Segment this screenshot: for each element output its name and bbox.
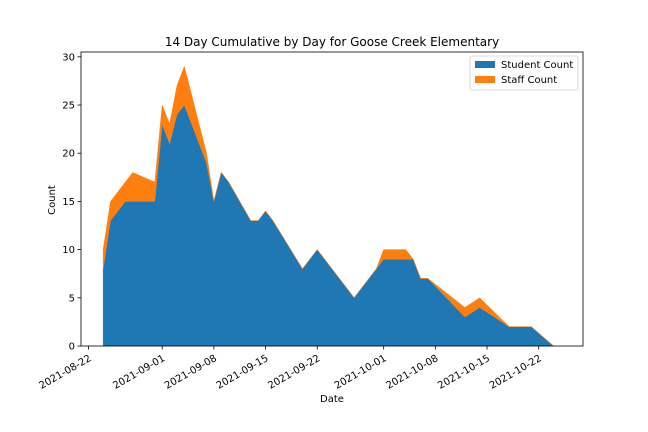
legend-box [469,55,579,91]
x-tick-label: 2021-10-22 [488,353,544,392]
chart-title: 14 Day Cumulative by Day for Goose Creek… [165,35,499,49]
x-axis-label: Date [320,394,344,405]
y-tick-label: 20 [62,149,75,160]
legend-entry: Staff Count [501,75,557,86]
legend-swatch [475,61,495,68]
x-tick-label: 2021-09-01 [111,353,167,392]
y-tick-label: 30 [62,52,75,63]
legend-entry: Student Count [501,60,573,71]
y-axis-label: Count [47,185,58,215]
y-tick-label: 25 [62,101,75,112]
x-tick-label: 2021-10-15 [436,353,492,392]
y-tick-label: 15 [62,197,75,208]
x-tick-label: 2021-10-08 [385,353,441,392]
x-tick-label: 2021-09-08 [163,353,219,392]
x-tick-label: 2021-08-22 [38,353,94,392]
chart-legend: Student Count Staff Count [469,55,579,91]
legend-swatch [475,76,495,83]
x-tick-label: 2021-09-22 [266,353,322,392]
y-tick-label: 0 [69,342,75,353]
y-tick-label: 5 [69,293,75,304]
area-series-staff-count [102,65,554,347]
chart-areas [102,65,555,347]
x-tick-label: 2021-10-01 [333,353,389,392]
x-tick-label: 2021-09-15 [215,353,271,392]
plot-frame [80,51,584,347]
y-tick-label: 10 [62,245,75,256]
